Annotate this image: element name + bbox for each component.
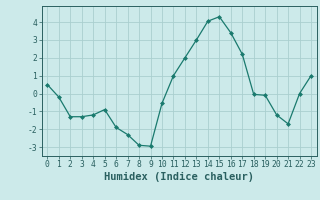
X-axis label: Humidex (Indice chaleur): Humidex (Indice chaleur) <box>104 172 254 182</box>
